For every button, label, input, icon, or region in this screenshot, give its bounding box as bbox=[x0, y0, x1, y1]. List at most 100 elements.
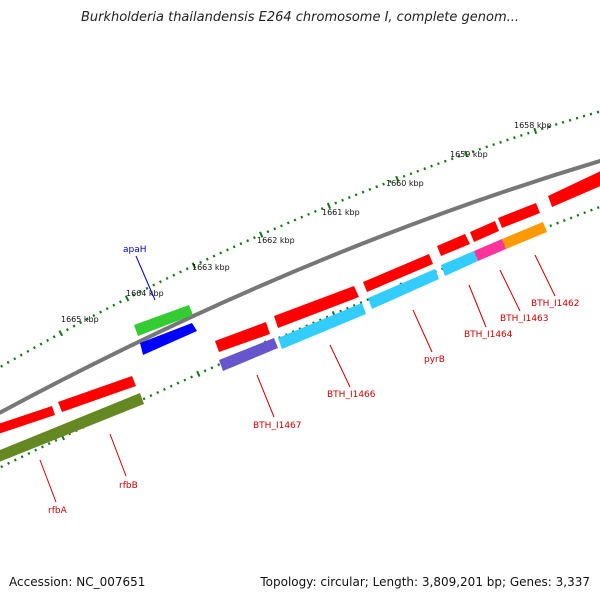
scale-tick bbox=[554, 123, 558, 126]
chromosome-backbone bbox=[0, 158, 600, 415]
scale-tick bbox=[341, 198, 344, 202]
scale-tick bbox=[576, 213, 580, 217]
scale-tick bbox=[112, 303, 116, 307]
scale-tick bbox=[34, 448, 38, 452]
scale-tick bbox=[450, 157, 454, 161]
scale-tick bbox=[105, 307, 109, 311]
scale-tick bbox=[499, 140, 502, 144]
gene-feature bbox=[0, 406, 55, 434]
scale-tick bbox=[27, 451, 31, 455]
cds-feature-green bbox=[134, 305, 193, 336]
gene-feature bbox=[215, 322, 270, 352]
scale-tick bbox=[347, 196, 351, 199]
scale-tick bbox=[132, 293, 136, 297]
scale-tick bbox=[185, 267, 189, 271]
scale-tick bbox=[99, 310, 102, 314]
scale-tick bbox=[32, 346, 36, 350]
gene-feature bbox=[363, 254, 433, 292]
scale-tick bbox=[0, 364, 4, 368]
scale-tick bbox=[20, 455, 24, 459]
gene-label-rfbB: rfbB bbox=[119, 481, 138, 491]
scale-tick bbox=[506, 138, 509, 142]
scale-label: 1658 kbp bbox=[514, 121, 552, 130]
gene-label-BTH_I1463: BTH_I1463 bbox=[500, 314, 549, 324]
gene-feature bbox=[437, 234, 470, 256]
leader-rfbA bbox=[39, 459, 57, 503]
scale-tick bbox=[19, 353, 23, 357]
scale-label: 1663 kbp bbox=[192, 263, 230, 272]
leader-apaH bbox=[135, 255, 156, 301]
scale-tick bbox=[212, 254, 216, 258]
scale-tick bbox=[58, 330, 64, 337]
scale-tick bbox=[280, 224, 283, 228]
scale-tick bbox=[41, 445, 44, 449]
scale-tick bbox=[159, 280, 162, 284]
scale-tick bbox=[354, 193, 358, 197]
scale-tick bbox=[239, 242, 243, 246]
scale-tick bbox=[176, 381, 180, 385]
scale-tick bbox=[423, 167, 427, 171]
scale-label: 1660 kbp bbox=[386, 179, 424, 188]
gene-label-BTH_I1462: BTH_I1462 bbox=[531, 299, 580, 309]
scale-tick bbox=[286, 221, 290, 225]
scale-tick bbox=[596, 110, 600, 114]
scale-tick bbox=[190, 375, 194, 379]
scale-tick bbox=[54, 438, 58, 442]
scale-tick bbox=[252, 236, 256, 240]
scale-tick bbox=[464, 150, 468, 158]
scale-tick bbox=[6, 360, 10, 364]
leader-rfbB bbox=[109, 433, 127, 477]
scale-tick bbox=[402, 174, 406, 178]
scale-tick bbox=[313, 209, 317, 213]
scale-tick bbox=[145, 286, 149, 290]
cds-feature-sky bbox=[441, 251, 478, 276]
scale-tick bbox=[533, 127, 538, 135]
gene-label-BTH_I1467: BTH_I1467 bbox=[253, 421, 302, 431]
scale-tick bbox=[205, 257, 209, 261]
scale-tick bbox=[273, 227, 277, 231]
scale-tick bbox=[596, 206, 600, 210]
label-leaders bbox=[39, 254, 556, 503]
scale-tick bbox=[13, 458, 17, 462]
scale-tick bbox=[7, 461, 10, 465]
gene-feature bbox=[498, 203, 540, 228]
leader-BTH_I1464 bbox=[468, 284, 487, 328]
cds-feature-sky bbox=[368, 269, 439, 309]
scale-tick bbox=[583, 211, 587, 215]
leader-BTH_I1467 bbox=[256, 374, 275, 418]
scale-tick bbox=[569, 216, 573, 220]
scale-tick bbox=[72, 324, 76, 328]
cds-feature-sky bbox=[278, 303, 366, 349]
scale-tick bbox=[334, 201, 338, 205]
scale-tick bbox=[326, 202, 332, 209]
scale-tick bbox=[149, 394, 153, 398]
gene-labels: apaH rfbA rfbB BTH_I1467 BTH_I1466 pyrB … bbox=[48, 245, 580, 516]
scale-tick bbox=[430, 164, 433, 168]
scale-tick bbox=[307, 212, 310, 216]
scale-tick bbox=[26, 349, 30, 353]
scale-tick bbox=[85, 317, 89, 321]
scale-tick bbox=[46, 338, 50, 342]
scale-tick bbox=[217, 363, 221, 367]
scale-tick bbox=[179, 270, 182, 274]
scale-tick bbox=[556, 221, 559, 225]
scale-tick bbox=[0, 465, 4, 469]
scale-tick bbox=[210, 366, 214, 370]
scale-tick bbox=[361, 190, 365, 194]
gene-feature bbox=[274, 286, 359, 328]
scale-tick bbox=[478, 147, 482, 151]
scale-tick bbox=[540, 127, 544, 131]
scale-tick bbox=[266, 230, 270, 234]
scale-tick bbox=[409, 172, 413, 176]
scale-tick bbox=[300, 215, 304, 219]
scale-tick bbox=[65, 328, 69, 332]
scale-tick bbox=[388, 180, 392, 183]
scale-tick bbox=[183, 378, 187, 382]
accession-text: Accession: NC_007651 bbox=[9, 575, 146, 589]
scale-tick bbox=[549, 224, 553, 228]
gene-label-rfbA: rfbA bbox=[48, 506, 68, 516]
scale-label: 1664 kbp bbox=[126, 289, 164, 298]
scale-tick bbox=[575, 116, 579, 120]
scale-tick bbox=[568, 118, 572, 122]
scale-tick bbox=[562, 219, 566, 222]
